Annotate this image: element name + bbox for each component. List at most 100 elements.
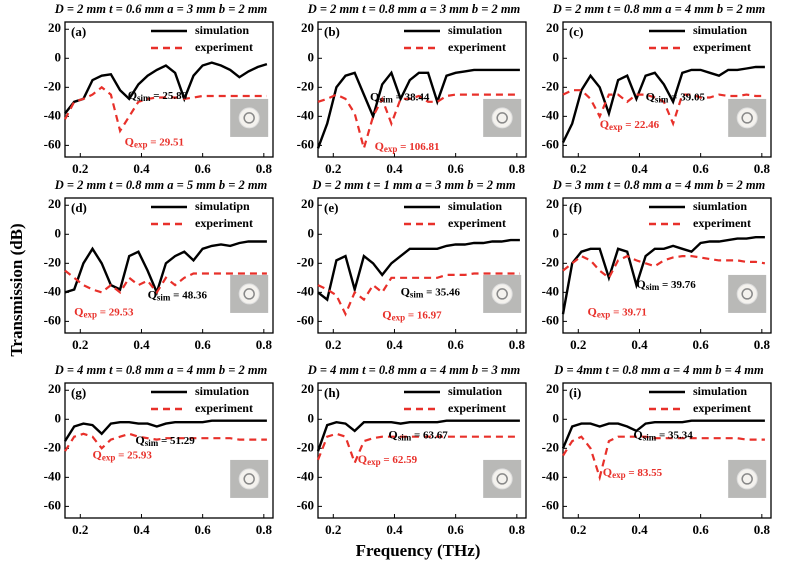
annotation-part: exp (609, 122, 623, 132)
annotation-part: Q (148, 287, 157, 301)
annotation-part: = 35.34 (656, 429, 693, 441)
plot-frame (562, 21, 772, 158)
q-annotation: Qsim = 63.67 (388, 427, 448, 442)
legend-label: experiment (195, 40, 253, 54)
x-tick-label: 0.4 (386, 337, 403, 352)
panel-title: D = 2 mm t = 0.8 mm a = 4 mm b = 2 mm (552, 2, 766, 16)
panel-title: D = 4 mm t = 0.8 mm a = 4 mm b = 3 mm (307, 363, 521, 377)
y-tick-label: 0 (55, 49, 62, 64)
y-tick-label: -20 (542, 439, 559, 454)
q-annotation: Qexp = 39.71 (587, 304, 646, 319)
panel-label: (d) (71, 200, 87, 215)
annotation-part: = 63.67 (411, 429, 448, 441)
q-annotation: Qsim = 35.46 (401, 284, 461, 299)
plot-frame (562, 382, 772, 519)
plot-frame (317, 21, 527, 158)
annotation-part: exp (392, 313, 406, 323)
annotation-part: exp (102, 453, 116, 463)
series-line (64, 269, 267, 295)
series-line (317, 238, 520, 302)
y-tick-label: -60 (542, 136, 559, 151)
y-tick-label: 20 (48, 20, 61, 35)
series-line (562, 254, 766, 280)
annotation-part: = 35.46 (423, 286, 460, 298)
y-tick-label: 20 (546, 196, 559, 211)
q-annotation: Qsim = 38.44 (370, 89, 430, 104)
series-line (64, 85, 267, 134)
annotation-part: Q (74, 304, 83, 318)
y-axis-label: Transmission (dB) (7, 223, 26, 356)
panel-label: (c) (569, 24, 583, 39)
y-tick-label: -60 (297, 312, 314, 327)
q-annotation: Qexp = 25.93 (93, 447, 153, 462)
y-tick-label: -20 (297, 254, 314, 269)
annotation-part: exp (84, 310, 98, 320)
inset-sample (238, 468, 260, 490)
x-tick-label: 0.8 (256, 161, 273, 176)
inset-hole (243, 288, 255, 300)
x-axis-label: Frequency (THz) (356, 541, 481, 560)
annotation-part: Q (636, 277, 645, 291)
annotation-part: sim (410, 289, 424, 299)
plot-frame (562, 197, 772, 334)
inset-hole (243, 473, 255, 485)
annotation-part: sim (398, 432, 412, 442)
panel-label: (b) (324, 24, 340, 39)
x-tick-label: 0.6 (195, 161, 212, 176)
annotation-part: Q (358, 452, 367, 466)
x-tick-label: 0.2 (325, 337, 341, 352)
legend-label: simulation (448, 384, 502, 398)
y-tick-label: 0 (308, 49, 315, 64)
x-tick-label: 0.8 (509, 161, 526, 176)
series-line (64, 61, 268, 115)
annotation-part: Q (93, 447, 102, 461)
y-tick-label: -60 (44, 497, 61, 512)
series-line (317, 272, 520, 317)
x-tick-label: 0.6 (693, 161, 710, 176)
inset-sample (491, 468, 513, 490)
x-tick-label: 0.4 (133, 337, 150, 352)
legend-label: siumlation (693, 199, 747, 213)
annotation-part: Q (375, 139, 384, 153)
annotation-part: sim (655, 95, 669, 105)
y-tick-label: -40 (542, 468, 559, 483)
annotation-part: exp (134, 140, 148, 150)
plot-frame (317, 197, 527, 334)
legend-label: experiment (448, 216, 506, 230)
y-tick-label: -20 (297, 78, 314, 93)
x-tick-label: 0.8 (509, 522, 526, 537)
x-tick-label: 0.6 (195, 522, 212, 537)
annotation-part: Q (646, 89, 655, 103)
q-annotation: Qexp = 83.55 (603, 465, 663, 480)
annotation-part: Q (370, 89, 379, 103)
annotation-part: sim (157, 292, 171, 302)
series-line (317, 93, 520, 153)
x-tick-label: 0.4 (133, 522, 150, 537)
series-line (64, 240, 267, 296)
annotation-part: exp (597, 310, 611, 320)
annotation-part: sim (646, 282, 660, 292)
annotation-part: = 22.46 (623, 119, 660, 131)
inset-sample (491, 107, 513, 129)
annotation-part: = 29.51 (147, 136, 184, 148)
inset-hole (741, 288, 753, 300)
x-tick-label: 0.6 (448, 522, 465, 537)
q-annotation: Qexp = 16.97 (382, 307, 442, 322)
y-tick-label: -40 (44, 107, 61, 122)
annotation-part: = 106.81 (397, 140, 439, 152)
panel-title: D = 2 mm t = 0.8 mm a = 5 mm b = 2 mm (54, 178, 268, 192)
panel-label: (e) (324, 200, 338, 215)
panel-label: (g) (71, 385, 86, 400)
annotation-part: = 29.53 (97, 306, 134, 318)
x-tick-label: 0.6 (195, 337, 212, 352)
y-tick-label: -40 (44, 468, 61, 483)
plot-frame (64, 197, 274, 334)
series-line (63, 419, 267, 442)
q-annotation: Qexp = 29.51 (125, 134, 184, 149)
x-tick-label: 0.2 (570, 522, 586, 537)
y-tick-label: 0 (553, 225, 560, 240)
y-tick-label: -60 (297, 497, 314, 512)
y-tick-label: -60 (542, 312, 559, 327)
x-tick-label: 0.4 (631, 161, 648, 176)
y-tick-label: -60 (542, 497, 559, 512)
